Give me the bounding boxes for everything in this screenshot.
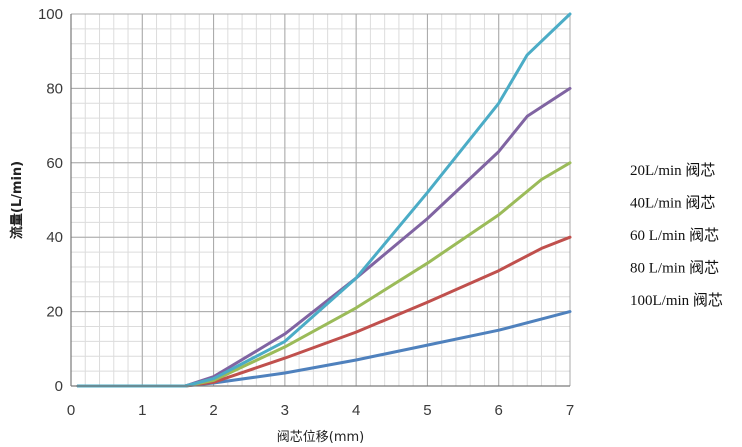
x-tick-label: 2 [209, 402, 217, 419]
legend-entry: 100L/min 阀芯 [630, 292, 723, 309]
x-tick-label: 4 [352, 402, 360, 419]
y-axis-title: 流量(L/min) [9, 161, 25, 239]
legend: 20L/min 阀芯 40L/min 阀芯 60 L/min 阀芯 80 L/min … [630, 162, 723, 309]
legend-entry: 20L/min 阀芯 [630, 162, 715, 179]
x-axis-title: 阀芯位移(mm) [277, 430, 364, 445]
series-line-5 [76, 12, 572, 388]
x-tick-label: 0 [67, 402, 75, 419]
x-tick-label: 7 [566, 402, 574, 419]
legend-entry: 80 L/min 阀芯 [630, 260, 719, 277]
y-tick-label: 80 [46, 80, 63, 97]
y-tick-label: 0 [55, 378, 63, 395]
x-tick-label: 6 [495, 402, 503, 419]
y-tick-label: 20 [46, 304, 63, 321]
y-tick-label: 60 [46, 155, 63, 172]
y-tick-label: 100 [38, 6, 63, 23]
x-tick-label: 1 [138, 402, 146, 419]
axes [70, 14, 570, 387]
x-tick-label: 3 [281, 402, 289, 419]
y-tick-label: 40 [46, 229, 63, 246]
series-line-1 [76, 310, 572, 388]
legend-entry: 60 L/min 阀芯 [630, 227, 719, 244]
tick-labels: 0 1 2 3 4 5 6 7 0 20 40 60 80 100 [38, 6, 574, 419]
series-line-3 [76, 161, 572, 388]
x-tick-label: 5 [423, 402, 431, 419]
legend-entry: 40L/min 阀芯 [630, 195, 715, 212]
series-layer [76, 12, 572, 388]
